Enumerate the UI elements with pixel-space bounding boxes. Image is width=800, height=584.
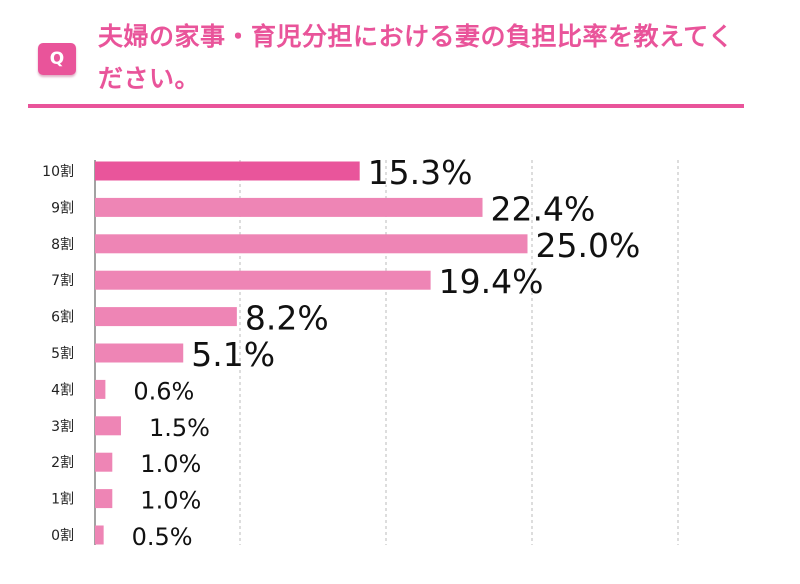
category-label: 2割 [51,454,74,471]
category-label: 3割 [51,418,74,435]
category-label: 7割 [51,272,74,289]
bar [95,161,360,181]
value-label: 22.4% [491,189,596,228]
value-label: 25.0% [536,226,641,265]
category-label: 5割 [51,345,74,362]
value-label: 0.6% [133,377,194,405]
bar [95,379,106,399]
value-label: 1.0% [140,450,201,478]
value-label: 19.4% [439,262,544,301]
category-label: 0割 [51,527,74,544]
title-divider [28,104,744,108]
value-label: 1.0% [140,487,201,515]
value-label: 15.3% [368,153,473,192]
category-label: 6割 [51,309,74,326]
value-label: 1.5% [149,414,210,442]
bar [95,234,528,254]
bar [95,343,184,363]
bar [95,197,483,217]
value-label: 5.1% [191,335,275,374]
question-badge: Q [38,43,76,75]
bar [95,270,431,290]
bar [95,416,121,436]
category-label: 4割 [51,381,74,398]
bar [95,452,113,472]
bar [95,307,237,327]
category-label: 8割 [51,236,74,253]
value-label: 0.5% [132,523,193,551]
category-label: 10割 [42,163,74,180]
bar [95,525,104,545]
bar [95,489,113,509]
category-label: 1割 [51,491,74,508]
value-label: 8.2% [245,299,329,338]
page-title: 夫婦の家事・育児分担における妻の負担比率を教えてください。 [98,22,734,93]
category-label: 9割 [51,199,74,216]
